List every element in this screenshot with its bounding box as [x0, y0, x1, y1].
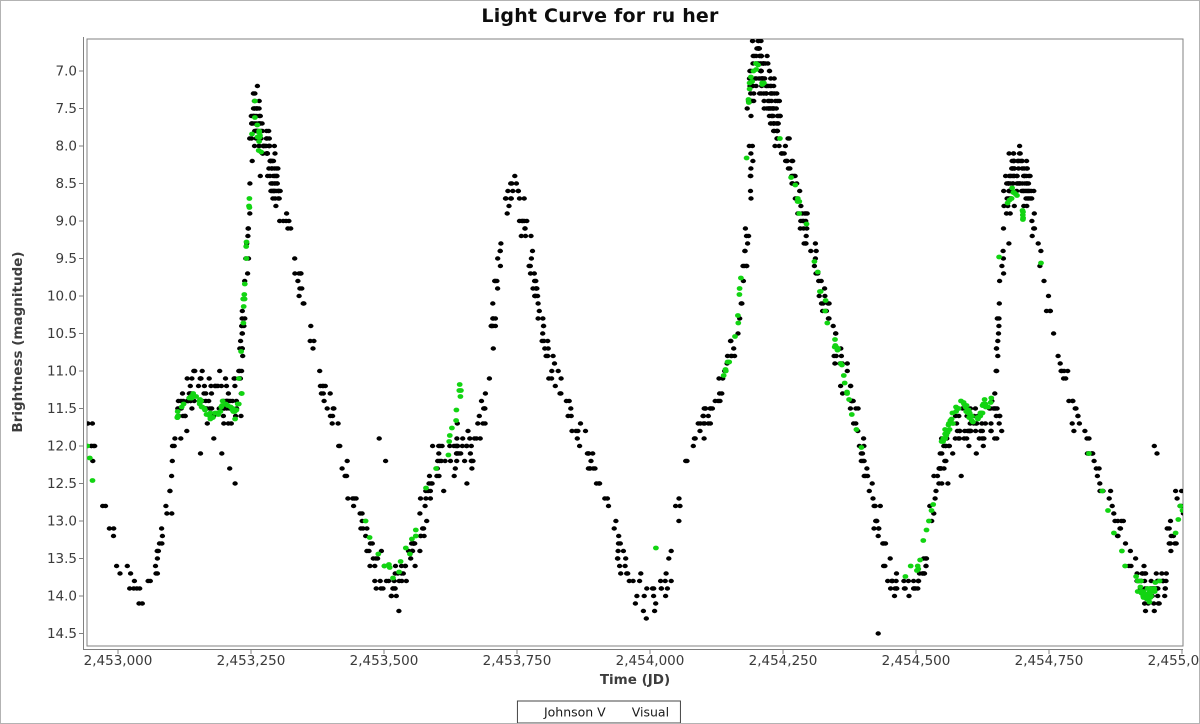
x-tick-label: 2,453,250	[217, 653, 286, 669]
y-tick-label: 12.5	[47, 476, 77, 492]
y-tick-label: 8.5	[56, 176, 77, 192]
x-tick-label: 2,454,000	[616, 653, 685, 669]
visual-points	[87, 39, 1183, 636]
plot-border	[86, 38, 1184, 647]
y-tick-label: 12.0	[47, 438, 77, 454]
y-tick-label: 10.5	[47, 326, 77, 342]
y-tick-label: 7.5	[56, 101, 77, 117]
x-axis-title: Time (JD)	[599, 672, 671, 688]
johnson-v-points	[87, 61, 1183, 605]
y-tick-label: 11.0	[47, 363, 77, 379]
legend-label-johnson-v: Johnson V	[543, 704, 606, 720]
x-tick-label: 2,454,250	[749, 653, 818, 669]
x-tick-label: 2,453,500	[350, 653, 419, 669]
y-ticks: 7.0 7.5 8.0 8.5 9.0 9.5 10.0 10.5 11.0 11.5 12.0 12…	[47, 64, 83, 642]
y-tick-label: 14.0	[47, 588, 77, 604]
legend: Johnson V Visual	[516, 700, 682, 723]
x-tick-label: 2,455,000	[1148, 653, 1200, 669]
visual-marker-icon	[620, 710, 625, 715]
y-tick-label: 13.5	[47, 551, 77, 567]
y-tick-label: 8.0	[56, 139, 77, 155]
legend-item-johnson-v: Johnson V	[529, 705, 606, 720]
legend-label-visual: Visual	[631, 704, 670, 720]
x-tick-label: 2,453,000	[84, 653, 153, 669]
chart-title: Light Curve for ru her	[481, 5, 719, 27]
x-tick-label: 2,453,750	[483, 653, 552, 669]
x-ticks: 2,453,000 2,453,250 2,453,500 2,453,750 2,45…	[84, 650, 1200, 669]
legend-item-visual: Visual	[620, 705, 669, 720]
x-tick-label: 2,454,500	[882, 653, 951, 669]
y-tick-label: 14.5	[47, 626, 77, 642]
y-tick-label: 10.0	[47, 289, 77, 305]
y-tick-label: 11.5	[47, 401, 77, 417]
y-tick-label: 9.5	[56, 251, 77, 267]
y-tick-label: 13.0	[47, 513, 77, 529]
y-tick-label: 9.0	[56, 214, 77, 230]
y-tick-label: 7.0	[56, 64, 77, 80]
johnson-v-marker-icon	[529, 709, 537, 716]
x-tick-label: 2,454,750	[1015, 653, 1084, 669]
